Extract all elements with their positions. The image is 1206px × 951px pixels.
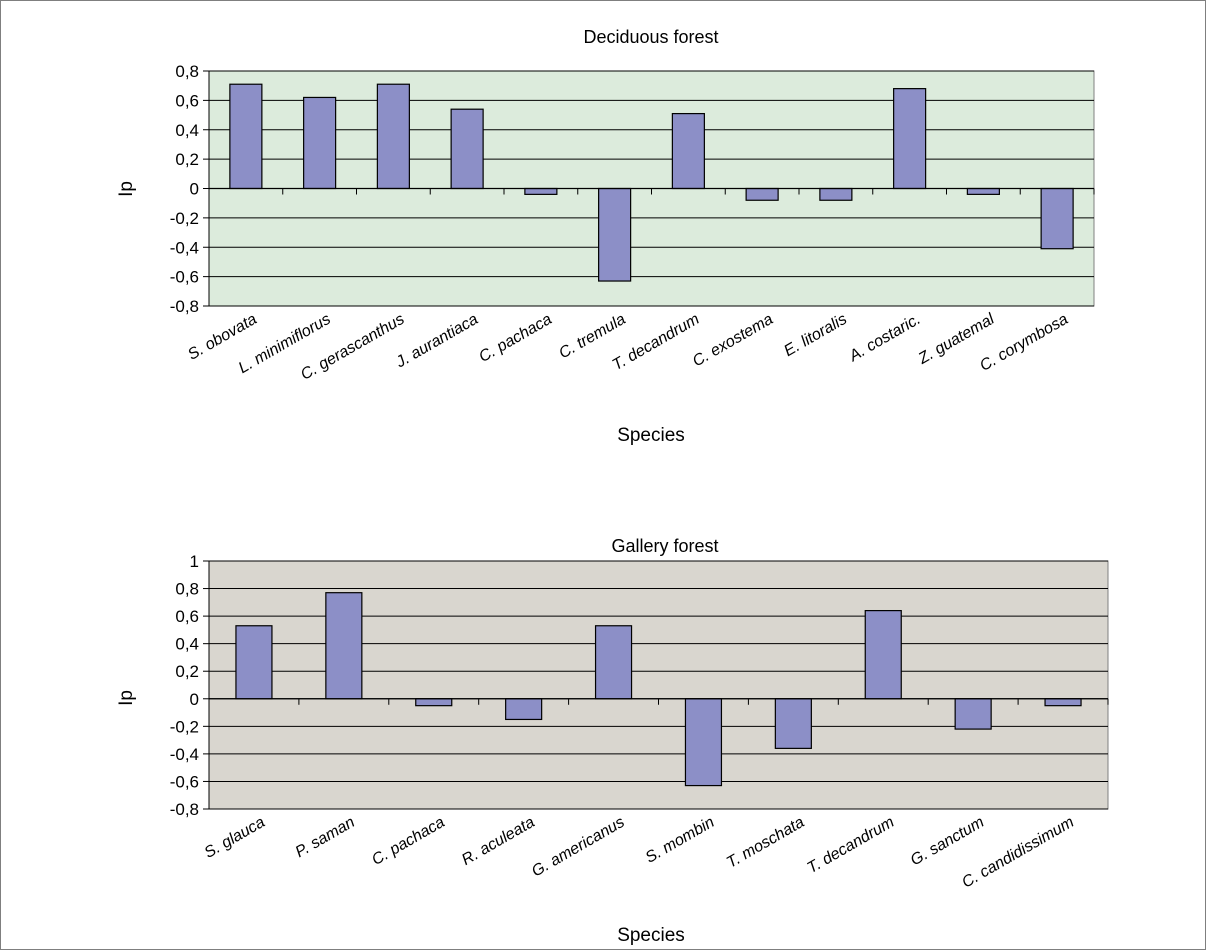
plot-area: 1 0,8 0,6 0,4 0,2 0 -0,2 -0,4 -0,6 -0,8S. glauca P… xyxy=(170,552,1109,892)
y-tick-label: 0,8 xyxy=(175,62,199,81)
bar xyxy=(594,625,633,700)
y-tick-label: -0,4 xyxy=(170,238,199,257)
bar xyxy=(774,698,812,749)
y-tick-label: -0,6 xyxy=(170,772,199,791)
bar xyxy=(1044,698,1082,707)
bar xyxy=(229,83,263,190)
bar xyxy=(524,187,558,195)
y-tick-label: -0,6 xyxy=(170,268,199,287)
y-axis-title: Ip xyxy=(116,181,137,197)
bar xyxy=(671,112,705,190)
y-tick-label: 0,4 xyxy=(175,121,199,140)
y-tick-label: 1 xyxy=(190,552,199,571)
category-label: R. aculeata xyxy=(459,814,538,869)
y-tick-label: 0,6 xyxy=(175,91,199,110)
y-tick-label: 0,6 xyxy=(175,607,199,626)
bar xyxy=(864,609,902,700)
category-label: G. americanus xyxy=(529,814,628,881)
chart-gallery-forest: Gallery forest 1 0,8 0,6 0,4 0,2 0 -0,2 -0,4 -0,… xyxy=(116,536,1109,946)
y-tick-label: -0,2 xyxy=(170,209,199,228)
bar xyxy=(745,187,779,201)
y-tick-label: 0,4 xyxy=(175,635,199,654)
bar xyxy=(954,698,992,730)
y-tick-label: 0 xyxy=(190,180,199,199)
y-tick-label: -0,4 xyxy=(170,745,199,764)
category-label: A. costaric. xyxy=(846,311,924,366)
category-label: E. litoralis xyxy=(781,311,850,360)
bar xyxy=(235,625,273,700)
y-tick-label: 0 xyxy=(190,690,199,709)
category-label: T. decandrum xyxy=(805,814,898,877)
category-label: P. saman xyxy=(293,814,358,862)
y-tick-label: -0,2 xyxy=(170,717,199,736)
bar xyxy=(966,187,1000,195)
y-tick-label: -0,8 xyxy=(170,800,199,819)
y-tick-label: 0,2 xyxy=(175,662,199,681)
bar xyxy=(505,698,543,721)
category-label: C. pachaca xyxy=(369,814,448,869)
category-label: S. glauca xyxy=(202,814,268,862)
bar xyxy=(415,698,453,707)
y-tick-label: 0,8 xyxy=(175,580,199,599)
y-tick-label: 0,2 xyxy=(175,150,199,169)
chart-title: Gallery forest xyxy=(611,536,718,556)
y-axis-title: Ip xyxy=(116,690,137,706)
category-label: J. aurantiaca xyxy=(392,311,481,372)
chart-title: Deciduous forest xyxy=(583,27,718,47)
category-label: T. moschata xyxy=(724,814,808,872)
bar xyxy=(819,187,853,201)
category-label: C. exostema xyxy=(690,311,776,371)
bar xyxy=(598,187,632,282)
category-label: C. pachaca xyxy=(476,311,555,366)
plot-area: 0,80,60,40,20-0,2-0,4-0,6-0,8S. obovataL… xyxy=(170,62,1095,384)
bar xyxy=(376,83,410,190)
bar xyxy=(684,698,723,787)
bar xyxy=(1040,187,1074,250)
x-axis-title: Species xyxy=(617,925,685,946)
y-tick-label: -0,8 xyxy=(170,297,199,316)
bar xyxy=(303,96,337,190)
x-axis-title: Species xyxy=(617,425,685,446)
category-label: G. sanctum xyxy=(908,814,987,870)
bar xyxy=(325,592,363,700)
bar xyxy=(893,88,927,190)
bar xyxy=(450,108,484,190)
category-label: S. mombin xyxy=(643,814,718,867)
chart-deciduous-forest: Deciduous forest 0,8 0,6 0,4 0,2 0 -0,2 -0,4 -0… xyxy=(116,27,1095,446)
